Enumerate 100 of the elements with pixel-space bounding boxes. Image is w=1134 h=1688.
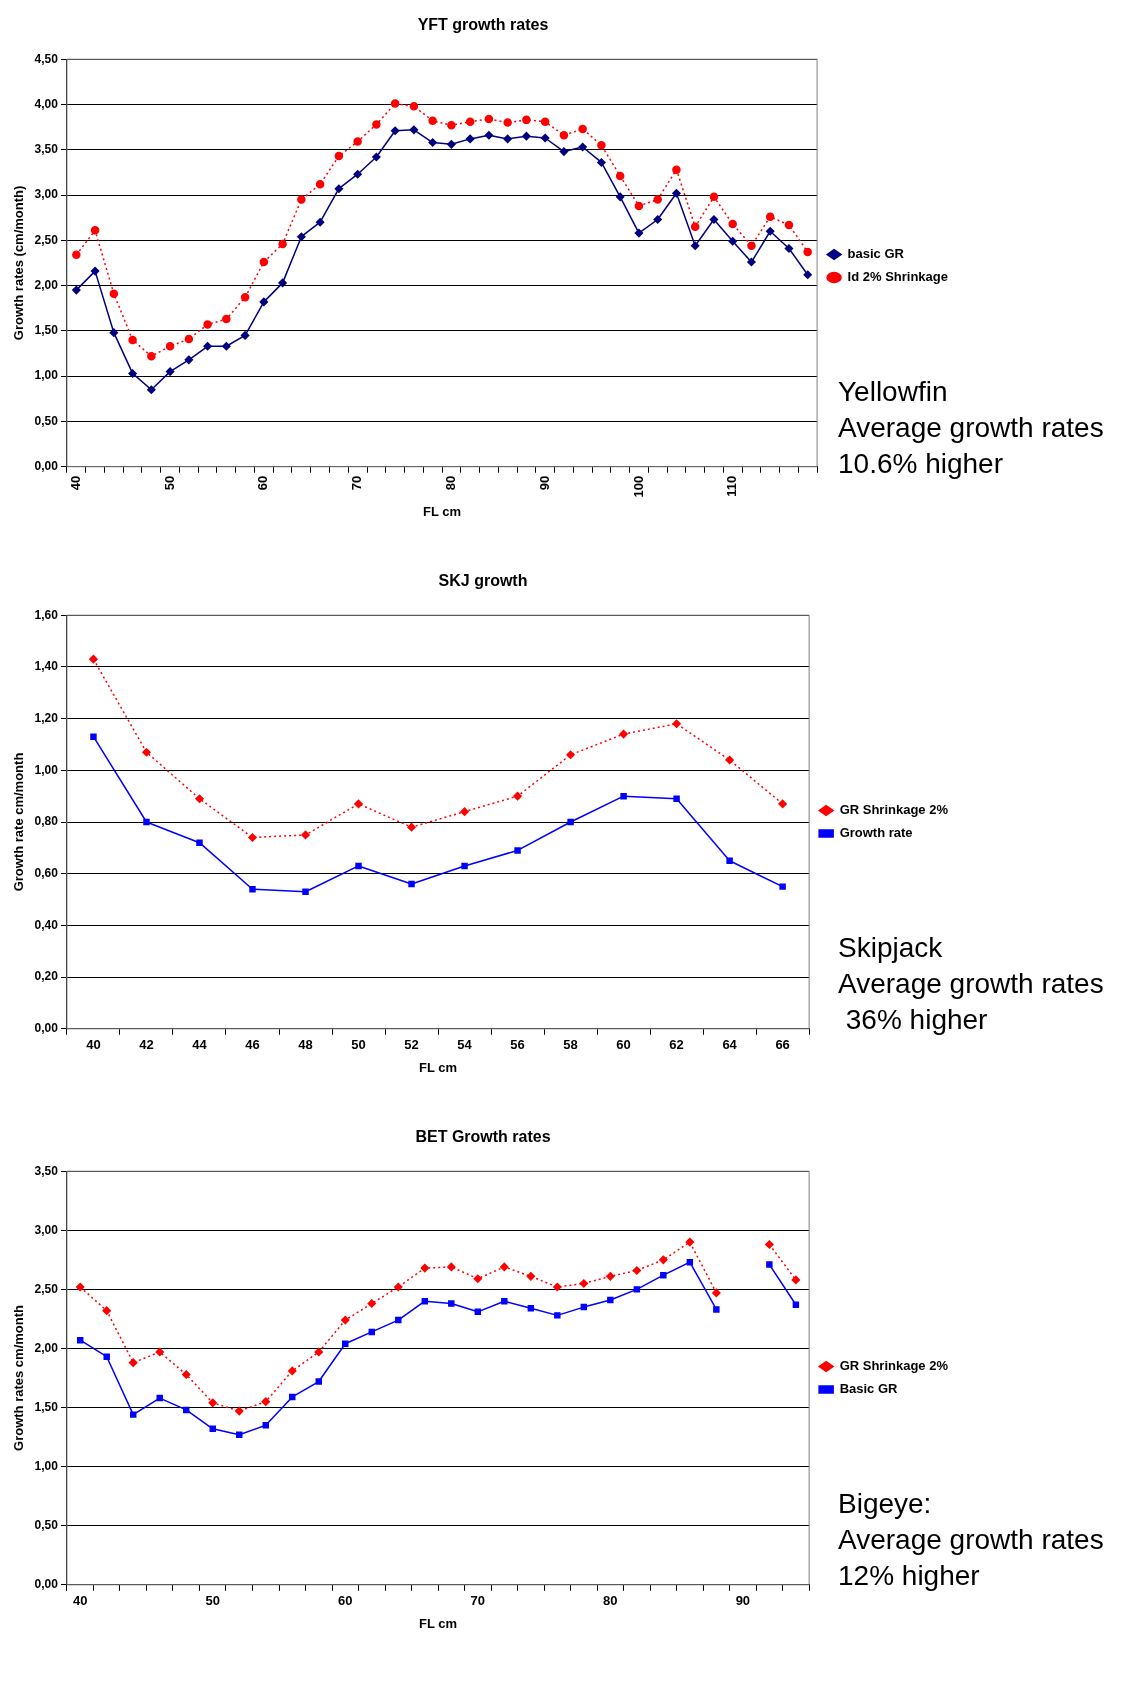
y-tick-label: 0,40 bbox=[34, 917, 59, 932]
y-axis-title: Growth rates (cm/month) bbox=[11, 185, 27, 341]
point bbox=[367, 1299, 377, 1308]
point bbox=[728, 219, 737, 229]
point bbox=[779, 883, 786, 890]
x-axis-title: FL cm bbox=[419, 1059, 458, 1075]
point bbox=[685, 1237, 695, 1247]
point bbox=[597, 158, 606, 167]
point bbox=[102, 1306, 111, 1315]
point bbox=[390, 99, 400, 108]
point bbox=[395, 1316, 402, 1324]
x-tick-label: 42 bbox=[139, 1037, 154, 1053]
point bbox=[147, 351, 156, 361]
point bbox=[765, 227, 775, 236]
point bbox=[580, 1303, 588, 1311]
x-tick-label: 40 bbox=[86, 1037, 101, 1053]
point bbox=[314, 1347, 324, 1357]
point bbox=[447, 1262, 456, 1272]
point bbox=[103, 1353, 110, 1360]
point bbox=[315, 217, 325, 227]
point bbox=[633, 1286, 641, 1293]
y-tick-label: 1,60 bbox=[34, 607, 59, 622]
point bbox=[372, 120, 381, 129]
point bbox=[297, 232, 306, 241]
point bbox=[259, 297, 269, 307]
x-tick-label: 58 bbox=[563, 1037, 578, 1053]
x-tick-label: 52 bbox=[404, 1037, 419, 1053]
legend-label: basic GR bbox=[847, 246, 905, 262]
point bbox=[501, 1297, 508, 1305]
point bbox=[460, 807, 469, 816]
x-tick-label: 40 bbox=[72, 1593, 88, 1609]
x-tick-label: 60 bbox=[616, 1037, 631, 1053]
point bbox=[726, 857, 733, 864]
point bbox=[659, 1255, 668, 1265]
point bbox=[315, 1378, 322, 1385]
point bbox=[540, 117, 550, 126]
point bbox=[128, 335, 137, 345]
y-tick-label: 3,50 bbox=[34, 142, 59, 157]
y-tick-label: 3,00 bbox=[34, 1222, 59, 1237]
point bbox=[90, 733, 97, 740]
chart-title: SKJ growth bbox=[438, 572, 528, 590]
y-tick-label: 3,00 bbox=[34, 187, 59, 202]
x-tick-label: 62 bbox=[669, 1037, 684, 1053]
point bbox=[747, 241, 756, 250]
point bbox=[709, 192, 719, 202]
x-axis-title: FL cm bbox=[419, 1615, 458, 1631]
point bbox=[784, 220, 794, 230]
point bbox=[334, 151, 344, 161]
point bbox=[447, 140, 456, 149]
point bbox=[409, 125, 419, 135]
point bbox=[448, 1300, 455, 1307]
legend-label: GR Shrinkage 2% bbox=[839, 1358, 949, 1374]
point bbox=[259, 257, 269, 267]
y-tick-label: 0,60 bbox=[34, 866, 59, 881]
point bbox=[90, 266, 100, 276]
point bbox=[619, 729, 628, 739]
x-tick-label: 90 bbox=[735, 1593, 751, 1609]
point bbox=[89, 654, 98, 664]
point bbox=[278, 278, 287, 288]
y-tick-label: 0,00 bbox=[34, 1021, 59, 1036]
point bbox=[72, 285, 81, 295]
point bbox=[408, 880, 415, 888]
y-tick-label: 0,20 bbox=[34, 969, 59, 984]
point bbox=[354, 799, 363, 809]
x-tick-label: 70 bbox=[349, 475, 365, 491]
point bbox=[791, 1275, 801, 1285]
point bbox=[409, 102, 419, 111]
point bbox=[559, 147, 569, 156]
point bbox=[235, 1406, 244, 1416]
point bbox=[484, 114, 494, 124]
y-tick-label: 0,80 bbox=[34, 814, 59, 829]
x-tick-label: 50 bbox=[205, 1593, 220, 1609]
point bbox=[634, 228, 644, 238]
point bbox=[428, 116, 437, 126]
point bbox=[712, 1288, 721, 1298]
x-tick-label: 100 bbox=[630, 475, 646, 498]
point bbox=[165, 367, 175, 376]
legend-label: GR Shrinkage 2% bbox=[839, 802, 949, 818]
point bbox=[109, 289, 119, 298]
point bbox=[567, 818, 574, 826]
point bbox=[196, 839, 203, 846]
y-axis-title: Growth rate cm/month bbox=[11, 752, 27, 892]
point bbox=[334, 184, 344, 193]
y-tick-label: 0,00 bbox=[34, 459, 59, 474]
point bbox=[209, 1425, 216, 1433]
point bbox=[672, 188, 681, 198]
y-tick-label: 1,50 bbox=[34, 1399, 59, 1414]
x-tick-label: 66 bbox=[775, 1037, 790, 1053]
x-axis-title: FL cm bbox=[422, 503, 462, 519]
point bbox=[686, 1258, 694, 1266]
point bbox=[428, 138, 437, 147]
y-tick-label: 2,50 bbox=[34, 232, 59, 247]
legend-label: Basic GR bbox=[839, 1381, 899, 1397]
point bbox=[634, 201, 644, 211]
point bbox=[203, 320, 212, 329]
x-tick-label: 70 bbox=[470, 1593, 486, 1609]
point bbox=[302, 888, 309, 896]
point bbox=[578, 124, 587, 134]
y-tick-label: 1,20 bbox=[34, 710, 59, 725]
point bbox=[184, 334, 194, 344]
